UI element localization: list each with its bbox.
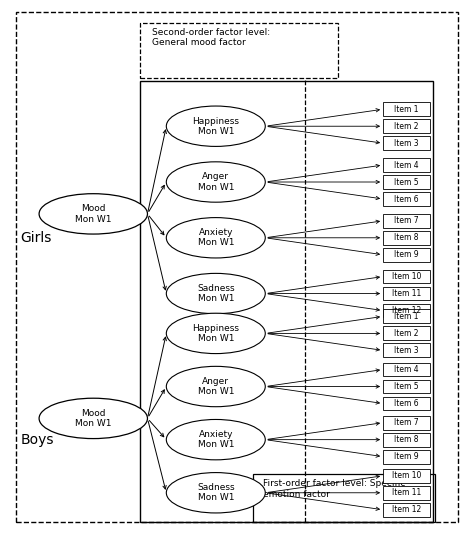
Text: Second-order factor level:
General mood factor: Second-order factor level: General mood … xyxy=(152,28,270,48)
Bar xyxy=(383,397,430,411)
Ellipse shape xyxy=(166,420,265,460)
Text: Sadness
Mon W1: Sadness Mon W1 xyxy=(197,483,235,502)
Text: Item 1: Item 1 xyxy=(394,312,419,321)
Bar xyxy=(383,304,430,318)
Text: Item 12: Item 12 xyxy=(392,306,421,315)
Ellipse shape xyxy=(166,273,265,314)
Bar xyxy=(140,22,338,78)
Bar xyxy=(254,474,435,522)
Text: Item 3: Item 3 xyxy=(394,346,419,355)
Text: Item 6: Item 6 xyxy=(394,194,419,203)
Text: Item 2: Item 2 xyxy=(394,329,419,338)
Text: Item 6: Item 6 xyxy=(394,399,419,408)
Bar xyxy=(383,326,430,340)
Text: Happiness
Mon W1: Happiness Mon W1 xyxy=(192,324,239,343)
Text: Item 4: Item 4 xyxy=(394,365,419,374)
Bar xyxy=(383,503,430,517)
Ellipse shape xyxy=(166,162,265,202)
Text: Happiness
Mon W1: Happiness Mon W1 xyxy=(192,116,239,136)
Bar xyxy=(383,469,430,483)
Text: Mood
Mon W1: Mood Mon W1 xyxy=(75,409,111,428)
Text: Item 1: Item 1 xyxy=(394,105,419,114)
Bar xyxy=(383,380,430,394)
Text: Item 2: Item 2 xyxy=(394,122,419,131)
Bar xyxy=(383,248,430,262)
Bar xyxy=(383,450,430,464)
Text: First-order factor level: Specific
emotion factor: First-order factor level: Specific emoti… xyxy=(263,480,405,499)
Text: Item 10: Item 10 xyxy=(392,272,421,281)
Bar xyxy=(383,158,430,172)
Ellipse shape xyxy=(166,473,265,513)
Ellipse shape xyxy=(39,398,147,438)
Bar xyxy=(383,192,430,206)
Bar xyxy=(383,270,430,284)
Bar xyxy=(383,136,430,150)
Text: Item 7: Item 7 xyxy=(394,216,419,225)
Ellipse shape xyxy=(166,217,265,258)
Text: Item 5: Item 5 xyxy=(394,177,419,186)
Text: Item 8: Item 8 xyxy=(394,233,419,242)
Text: Anxiety
Mon W1: Anxiety Mon W1 xyxy=(198,228,234,247)
Text: Item 3: Item 3 xyxy=(394,139,419,148)
Text: Item 7: Item 7 xyxy=(394,418,419,427)
Bar xyxy=(383,433,430,446)
Text: Item 11: Item 11 xyxy=(392,488,421,497)
Text: Item 10: Item 10 xyxy=(392,472,421,480)
Bar xyxy=(383,416,430,429)
Bar xyxy=(383,119,430,133)
Ellipse shape xyxy=(166,313,265,354)
Ellipse shape xyxy=(166,106,265,146)
Ellipse shape xyxy=(166,366,265,407)
Bar xyxy=(383,343,430,357)
Text: Girls: Girls xyxy=(20,231,52,245)
Text: Anger
Mon W1: Anger Mon W1 xyxy=(198,377,234,396)
Bar xyxy=(383,363,430,376)
Bar xyxy=(383,287,430,301)
Text: Boys: Boys xyxy=(20,433,54,446)
Text: Item 11: Item 11 xyxy=(392,289,421,298)
Bar xyxy=(383,214,430,227)
Ellipse shape xyxy=(39,194,147,234)
Text: Anger
Mon W1: Anger Mon W1 xyxy=(198,172,234,192)
Text: Mood
Mon W1: Mood Mon W1 xyxy=(75,204,111,224)
Bar xyxy=(383,231,430,245)
Text: Item 12: Item 12 xyxy=(392,505,421,514)
Text: Anxiety
Mon W1: Anxiety Mon W1 xyxy=(198,430,234,449)
Text: Item 8: Item 8 xyxy=(394,435,419,444)
Text: Item 9: Item 9 xyxy=(394,452,419,461)
Bar xyxy=(383,103,430,116)
Bar xyxy=(383,486,430,500)
Text: Item 9: Item 9 xyxy=(394,250,419,260)
Bar xyxy=(140,81,433,522)
Text: Sadness
Mon W1: Sadness Mon W1 xyxy=(197,284,235,303)
Bar xyxy=(383,310,430,323)
Bar xyxy=(383,175,430,189)
Text: Item 5: Item 5 xyxy=(394,382,419,391)
Text: Item 4: Item 4 xyxy=(394,161,419,169)
